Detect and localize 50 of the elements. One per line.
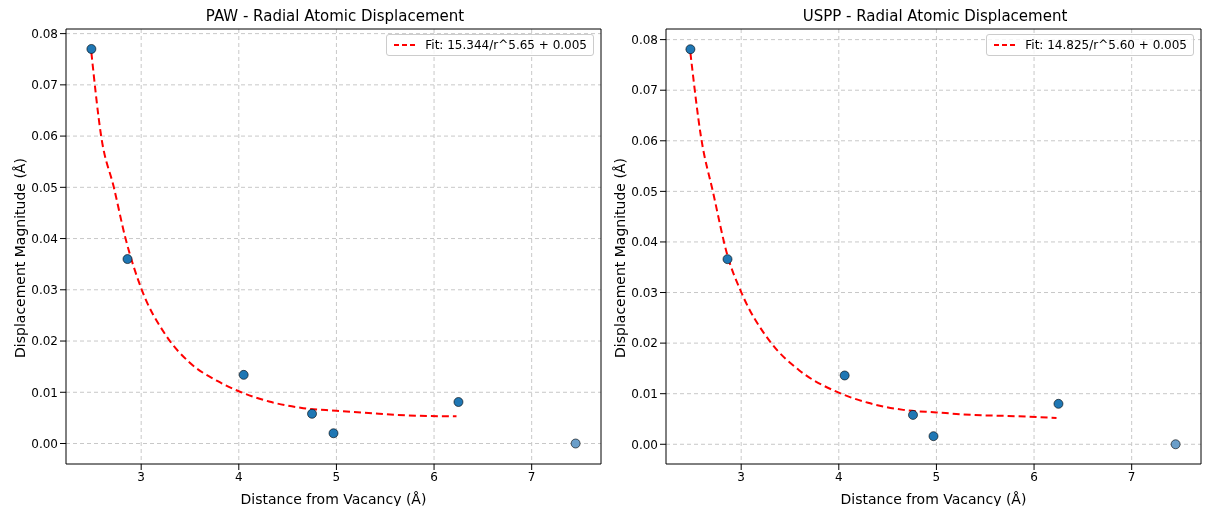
y-tick-label: 0.02 [31,334,58,349]
y-tick-label: 0.03 [31,283,58,298]
y-tick-label: 0.00 [631,437,658,452]
x-tick-label: 5 [932,469,941,484]
y-tick-label: 0.04 [631,235,658,250]
x-tick-label: 3 [137,469,145,484]
y-tick-label: 0.01 [631,386,658,401]
legend-label: Fit: 15.344/r^5.65 + 0.005 [425,38,587,52]
x-tick-label: 3 [737,469,745,484]
y-tick-label: 0.06 [631,134,658,149]
y-axis-title: Displacement Magnitude (Å) [612,157,629,360]
y-tick-label: 0.01 [31,385,58,400]
y-tick-label: 0.02 [631,336,658,351]
point [86,44,97,54]
y-tick-label: 0.05 [31,180,58,195]
point [307,408,317,419]
x-tick-label: 6 [1030,469,1038,484]
point [570,438,581,449]
y-tick-label: 0.06 [31,129,58,144]
y-tick-label: 0.05 [631,184,658,199]
point [722,254,733,264]
point [1170,439,1181,450]
y-tick-label: 0.07 [31,78,58,93]
legend-label: Fit: 14.825/r^5.60 + 0.005 [1025,38,1187,52]
y-tick-label: 0.08 [31,26,58,41]
point [928,431,939,441]
point [908,410,918,420]
x-tick-label: 4 [834,469,843,484]
y-axis-title: Displacement Magnitude (Å) [12,157,29,360]
x-axis-title: Distance from Vacancy (Å) [240,491,427,506]
x-tick-label: 5 [332,469,341,484]
chart-title: PAW - Radial Atomic Displacement [204,7,466,25]
y-tick-label: 0.03 [631,285,658,300]
x-axis-title: Distance from Vacancy (Å) [840,491,1027,506]
point [839,370,850,381]
point [453,397,464,407]
y-tick-label: 0.07 [631,83,658,98]
x-tick-label: 4 [234,469,243,484]
y-tick-label: 0.04 [31,231,58,246]
chart-title: USPP - Radial Atomic Displacement [801,7,1069,25]
y-tick-label: 0.00 [31,436,58,451]
point [328,428,339,439]
x-tick-label: 6 [430,469,438,484]
point [685,44,696,55]
point [1053,399,1064,409]
x-tick-label: 7 [1127,469,1136,484]
point [122,254,133,264]
point [238,370,249,380]
x-tick-label: 7 [527,469,536,484]
y-tick-label: 0.08 [631,32,658,47]
